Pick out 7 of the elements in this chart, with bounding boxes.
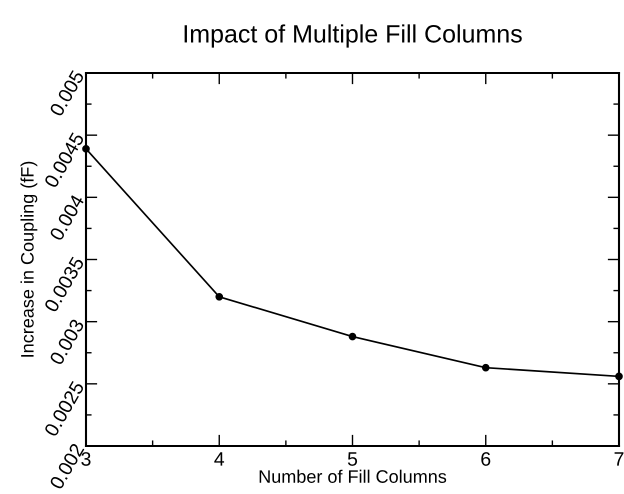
x-tick-label: 5 [348, 452, 358, 466]
y-axis-title: Increase in Coupling (fF) [20, 162, 38, 357]
x-tick-label: 7 [614, 452, 624, 466]
chart-title: Impact of Multiple Fill Columns [184, 24, 522, 48]
x-tick-label: 4 [214, 452, 224, 466]
x-axis-title: Number of Fill Columns [260, 470, 446, 483]
x-tick-label: 6 [481, 452, 490, 466]
